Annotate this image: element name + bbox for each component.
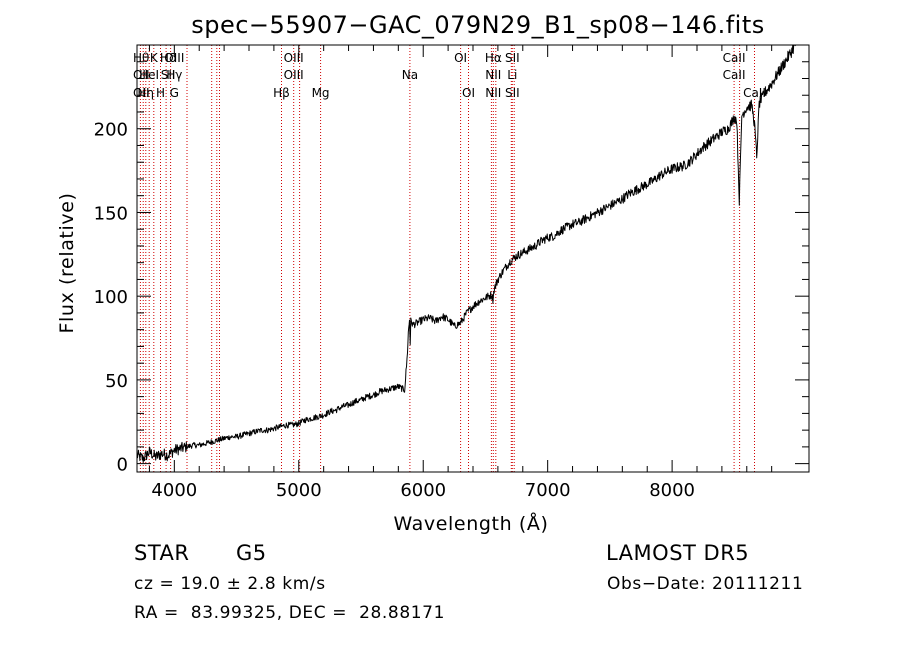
x-tick-label: 6000 <box>400 480 446 501</box>
line-label: SII <box>505 51 520 65</box>
sky-coordinates: RA = 83.99325, DEC = 28.88171 <box>134 603 446 623</box>
line-label: CaII <box>743 86 766 100</box>
line-label: HeI <box>139 68 159 82</box>
line-label: CaII <box>723 68 746 82</box>
line-label: OIII <box>164 51 184 65</box>
line-label: G <box>170 86 179 100</box>
y-tick-label: 100 <box>94 287 128 308</box>
line-label: Hα <box>485 51 502 65</box>
y-tick-label: 0 <box>117 455 128 476</box>
axis-ticks <box>137 45 809 472</box>
y-tick-label: 200 <box>94 120 128 141</box>
y-tick-label: 150 <box>94 203 128 224</box>
line-label: OII <box>133 68 150 82</box>
x-axis-label: Wavelength (Å) <box>394 512 549 535</box>
line-label: Na <box>402 68 418 82</box>
line-label: Hη <box>137 86 154 100</box>
chart-title: spec−55907−GAC_079N29_B1_sp08−146.fits <box>191 11 765 39</box>
line-label: OII <box>133 86 150 100</box>
line-label: OI <box>454 51 467 65</box>
x-tick-label: 4000 <box>151 480 197 501</box>
line-label: CaII <box>723 51 746 65</box>
line-label: H <box>156 86 165 100</box>
line-label: Mg <box>312 86 330 100</box>
axis-tick-labels: 4000 5000 6000 7000 8000 0 50 100 150 200 <box>94 120 695 501</box>
redshift-velocity: cz = 19.0 ± 2.8 km/s <box>134 574 326 594</box>
line-label: SII <box>161 68 176 82</box>
line-label: Hβ <box>273 86 290 100</box>
line-label: K <box>150 51 159 65</box>
x-tick-label: 5000 <box>276 480 322 501</box>
line-label: OIII <box>284 68 304 82</box>
y-tick-label: 50 <box>105 371 128 392</box>
plot-frame <box>136 44 810 473</box>
line-label: OI <box>462 86 475 100</box>
spectrum-line <box>136 44 808 463</box>
line-label: NII <box>485 86 501 100</box>
survey-name: LAMOST DR5 <box>606 541 750 565</box>
x-tick-label: 8000 <box>649 480 695 501</box>
line-label: Li <box>507 68 517 82</box>
line-label: Hδ <box>160 51 176 65</box>
line-label: Hγ <box>166 68 182 82</box>
x-tick-label: 7000 <box>525 480 571 501</box>
line-label: NII <box>485 68 501 82</box>
line-label: Hθ <box>133 51 149 65</box>
observation-date: Obs−Date: 20111211 <box>607 574 804 594</box>
spectral-subclass: G5 <box>236 541 267 565</box>
spectrum-series <box>136 44 808 463</box>
line-label: OIII <box>284 51 304 65</box>
spectral-line-markers <box>139 45 755 472</box>
object-type: STAR <box>134 541 190 565</box>
y-axis-label: Flux (relative) <box>56 192 78 333</box>
line-label: SII <box>505 86 520 100</box>
